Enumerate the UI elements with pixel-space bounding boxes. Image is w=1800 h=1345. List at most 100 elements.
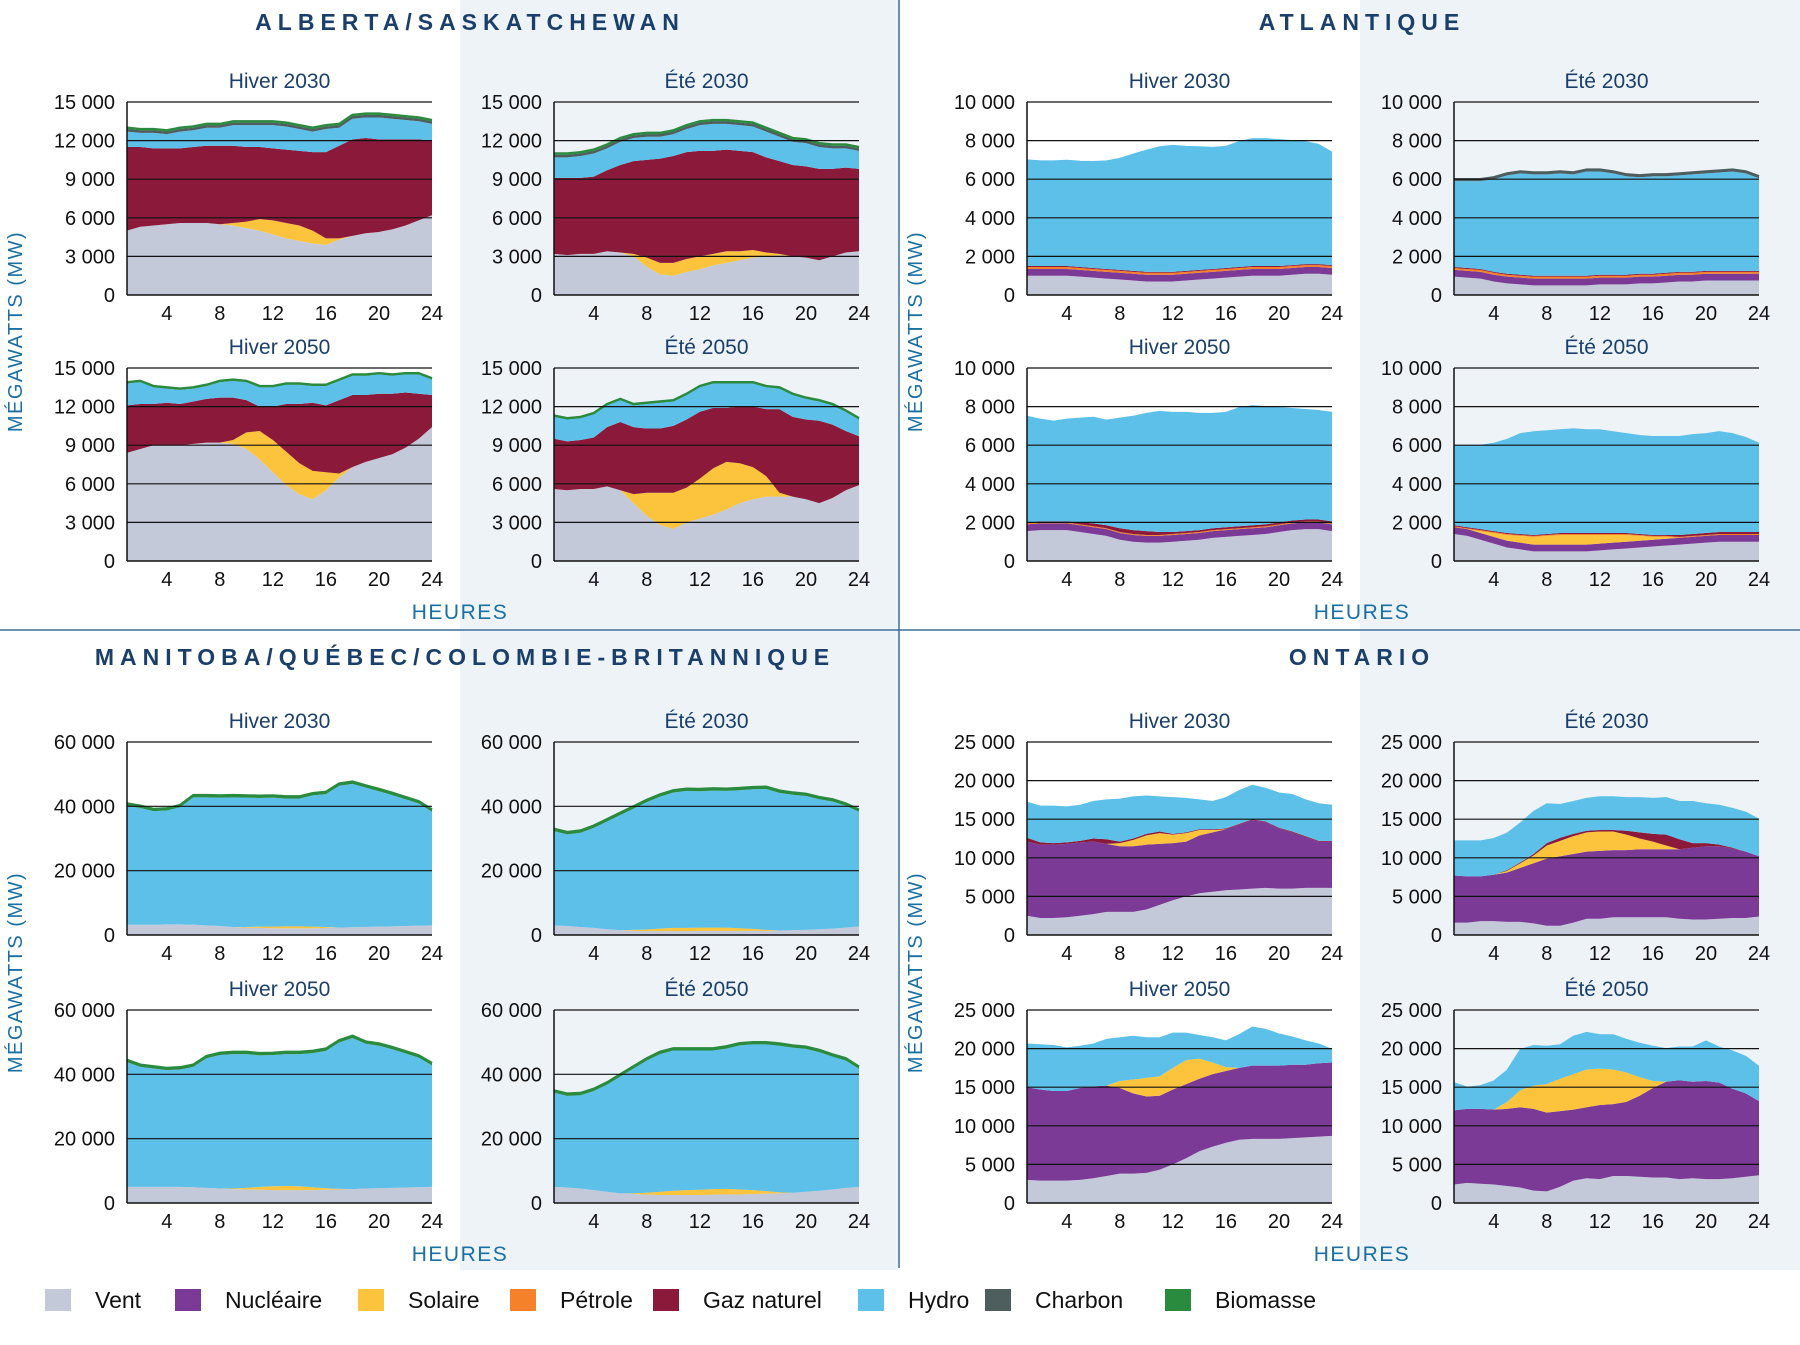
area-solaire <box>1027 1058 1332 1097</box>
x-tick-label: 12 <box>1162 1211 1184 1233</box>
y-axis: 0 3 000 6 000 9 000 12 000 15 000 <box>54 358 432 573</box>
area-solaire <box>127 924 432 929</box>
x-axis: 4 8 12 16 20 24 <box>588 303 870 325</box>
stacked-areas <box>1026 1026 1333 1203</box>
region-manitoba-quebec-colombie-britannique: MANITOBA/QUÉBEC/COLOMBIE-BRITANNIQUE Hive… <box>4 643 870 1266</box>
area-hydro <box>1454 1032 1759 1111</box>
x-tick-label: 12 <box>689 943 711 965</box>
legend-label: Biomasse <box>1215 1287 1316 1313</box>
stacked-areas <box>1026 405 1333 561</box>
y-tick-label: 5 000 <box>1392 886 1442 908</box>
area-nucleaire <box>1027 267 1332 282</box>
x-axis: 4 8 12 16 20 24 <box>588 943 870 965</box>
legend-swatch <box>510 1289 536 1311</box>
x-tick-label: 16 <box>1642 943 1664 965</box>
y-tick-label: 25 000 <box>954 732 1015 754</box>
area-gaz-naturel <box>1027 264 1332 273</box>
y-tick-label: 40 000 <box>54 1064 115 1086</box>
y-tick-label: 6 000 <box>965 435 1015 457</box>
y-tick-label: 10 000 <box>1381 92 1442 114</box>
legend-item-biomasse: Biomasse <box>1165 1287 1316 1313</box>
y-tick-label: 20 000 <box>1381 771 1442 793</box>
panel-ete-2030: Été 2030 0 5 000 10 000 15 000 20 000 25 000 4 8… <box>1381 710 1770 965</box>
x-tick-label: 24 <box>1321 1211 1343 1233</box>
panel-title: Été 2030 <box>664 710 748 733</box>
area-vent <box>1454 916 1759 935</box>
x-tick-label: 16 <box>742 569 764 591</box>
x-tick-label: 8 <box>1114 569 1125 591</box>
y-tick-label: 4 000 <box>965 474 1015 496</box>
area-solaire <box>554 1186 859 1195</box>
y-axis: 0 20 000 40 000 60 000 <box>54 1000 432 1215</box>
y-tick-label: 15 000 <box>954 809 1015 831</box>
area-hydro <box>127 117 432 153</box>
x-tick-label: 8 <box>214 943 225 965</box>
panel-title: Été 2030 <box>664 70 748 93</box>
y-tick-label: 4 000 <box>1392 208 1442 230</box>
x-axis: 4 8 12 16 20 24 <box>161 943 443 965</box>
area-solaire <box>127 1185 432 1191</box>
x-axis: 4 8 12 16 20 24 <box>1488 1211 1770 1233</box>
y-tick-label: 8 000 <box>1392 131 1442 153</box>
x-axis: 4 8 12 16 20 24 <box>1061 569 1343 591</box>
x-tick-label: 24 <box>1748 1211 1770 1233</box>
panel-title: Hiver 2050 <box>229 978 331 1001</box>
legend-label: Nucléaire <box>225 1287 322 1313</box>
stacked-areas <box>1453 1031 1760 1203</box>
y-tick-label: 20 000 <box>54 861 115 883</box>
panel-title: Hiver 2030 <box>229 70 331 93</box>
y-tick-label: 0 <box>1004 551 1015 573</box>
panel-ete-2050: Été 2050 0 5 000 10 000 15 000 20 000 25 000 4 8… <box>1381 978 1770 1233</box>
top-edge-hydro <box>1026 405 1333 422</box>
x-tick-label: 4 <box>1488 943 1499 965</box>
x-tick-label: 24 <box>848 943 870 965</box>
legend-item-gaz-naturel: Gaz naturel <box>653 1287 822 1313</box>
x-tick-label: 12 <box>1589 943 1611 965</box>
legend-label: Solaire <box>408 1287 480 1313</box>
x-tick-label: 16 <box>315 569 337 591</box>
y-tick-label: 3 000 <box>65 246 115 268</box>
y-tick-label: 8 000 <box>965 397 1015 419</box>
x-tick-label: 4 <box>588 303 599 325</box>
stacked-areas <box>1454 796 1760 935</box>
x-tick-label: 4 <box>161 569 172 591</box>
top-edge-hydro <box>1026 138 1333 162</box>
stacked-areas <box>1454 428 1760 561</box>
area-vent <box>554 485 859 561</box>
legend-label: Gaz naturel <box>703 1287 822 1313</box>
panel-ete-2050: Été 2050 0 3 000 6 000 9 000 12 000 15 000 4 8 12… <box>481 336 870 591</box>
x-tick-label: 12 <box>262 1211 284 1233</box>
x-tick-label: 16 <box>742 1211 764 1233</box>
area-hydro <box>1454 796 1759 877</box>
top-edge-hydro <box>1026 784 1333 808</box>
y-tick-label: 0 <box>1004 285 1015 307</box>
area-nucleaire <box>1027 819 1332 919</box>
stacked-areas <box>126 780 433 935</box>
panel-title: Été 2050 <box>664 336 748 359</box>
area-gaz-naturel <box>1454 830 1759 877</box>
y-axis: 0 20 000 40 000 60 000 <box>54 732 432 947</box>
panel-hiver-2050: Hiver 2050 0 3 000 6 000 9 000 12 000 15 000 4 8… <box>54 336 443 591</box>
x-tick-label: 20 <box>1695 943 1717 965</box>
legend: Vent Nucléaire Solaire Pétrole Gaz naturel Hy… <box>45 1287 1316 1313</box>
y-tick-label: 0 <box>1431 285 1442 307</box>
x-tick-label: 12 <box>1589 303 1611 325</box>
y-tick-label: 15 000 <box>481 358 542 380</box>
y-tick-label: 9 000 <box>492 435 542 457</box>
panel-hiver-2030: Hiver 2030 0 5 000 10 000 15 000 20 000 25 000… <box>954 710 1343 965</box>
stacked-areas <box>1454 168 1760 295</box>
area-hydro <box>1027 405 1332 533</box>
y-tick-label: 6 000 <box>1392 435 1442 457</box>
y-tick-label: 25 000 <box>1381 1000 1442 1022</box>
y-tick-label: 20 000 <box>1381 1039 1442 1061</box>
x-tick-label: 16 <box>1215 569 1237 591</box>
y-tick-label: 10 000 <box>1381 1116 1442 1138</box>
x-tick-label: 20 <box>1268 569 1290 591</box>
legend-swatch <box>175 1289 201 1311</box>
stacked-areas <box>553 785 860 935</box>
area-vent <box>554 1186 859 1203</box>
panel-title: Hiver 2050 <box>1129 978 1231 1001</box>
y-tick-label: 0 <box>531 285 542 307</box>
y-tick-label: 5 000 <box>965 886 1015 908</box>
